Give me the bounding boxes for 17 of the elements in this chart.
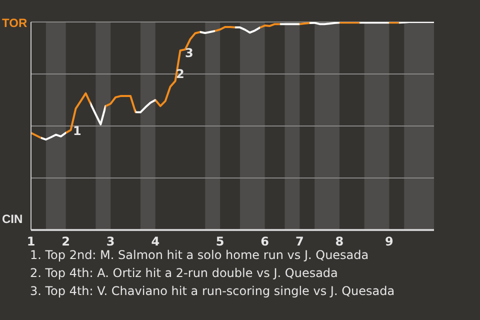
text: CIN: [2, 212, 23, 226]
x-tick-label: 5: [216, 234, 224, 249]
x-tick-label: 6: [260, 234, 270, 249]
x-tick-label: 1: [26, 234, 36, 249]
x-tick-label: 8: [335, 234, 344, 249]
x-tick-label: 7: [295, 234, 304, 249]
text: 2. Top 4th: A. Ortiz hit a 2-run double vs J. Quesada: [30, 265, 339, 282]
annotation: 2: [176, 67, 184, 81]
x-tick-label: 3: [106, 234, 115, 249]
annotation: 3: [185, 46, 194, 60]
text: 1. Top 2nd: M. Salmon hit a solo home run vs J. Quesada: [30, 248, 369, 262]
x-tick-label: 9: [385, 234, 394, 249]
x-tick-label: 4: [151, 234, 160, 249]
annotation: 1: [73, 124, 82, 138]
x-tick-label: 2: [62, 234, 70, 249]
text: TOR: [2, 16, 28, 30]
text: 3. Top 4th: V. Chaviano hit a run-scoring single vs J. Quesada: [30, 283, 395, 300]
